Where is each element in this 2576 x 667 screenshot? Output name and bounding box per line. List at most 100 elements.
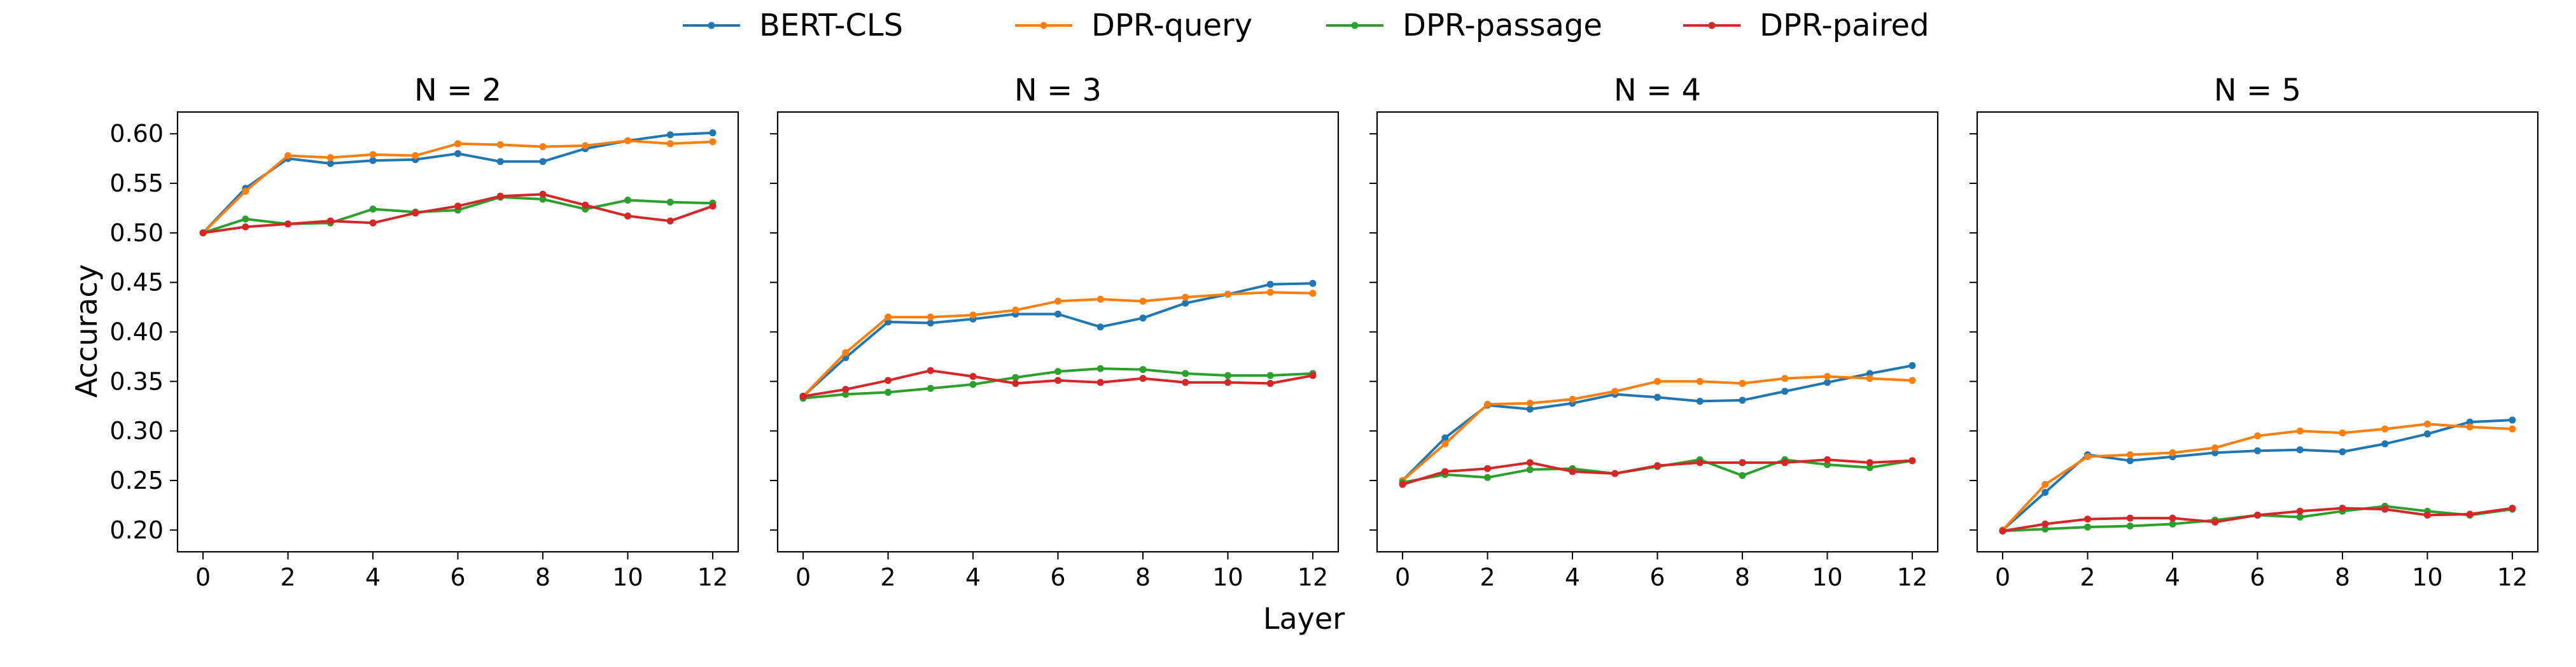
- data-point: [242, 215, 249, 223]
- data-point: [1781, 375, 1789, 383]
- data-point: [326, 160, 334, 167]
- data-point: [2041, 525, 2049, 533]
- data-point: [2381, 425, 2389, 433]
- x-tick-label: 6: [1050, 563, 1065, 591]
- data-point: [369, 206, 377, 213]
- data-point: [2254, 447, 2261, 454]
- data-point: [2084, 516, 2092, 523]
- series-dpr-paired: [1999, 505, 2516, 535]
- data-point: [927, 313, 934, 321]
- data-point: [709, 129, 717, 137]
- x-tick-label: 8: [1135, 563, 1151, 591]
- data-point: [1654, 462, 1661, 470]
- data-point: [1054, 310, 1061, 318]
- data-point: [284, 220, 292, 228]
- data-point: [1569, 468, 1576, 475]
- panels: N = 2 0 2 4 6 8 10 12 0.20 0.25 0.30 0.35 0.40 0.45 0.…: [109, 73, 2539, 591]
- data-point: [2296, 427, 2304, 435]
- x-tick-label: 8: [1735, 563, 1750, 591]
- x-tick-label: 12: [1897, 563, 1928, 591]
- data-point: [1441, 440, 1449, 447]
- data-point: [1739, 459, 1746, 467]
- data-point: [1266, 288, 1274, 296]
- data-point: [326, 217, 334, 225]
- y-tick-label: 0.25: [109, 467, 164, 495]
- x-tick-label: 10: [2412, 563, 2442, 591]
- data-point: [582, 201, 589, 209]
- data-point: [2126, 451, 2134, 458]
- data-point: [1139, 297, 1147, 305]
- x-tick-label: 12: [2497, 563, 2528, 591]
- data-point: [1611, 470, 1619, 477]
- data-point: [2466, 510, 2474, 518]
- x-tick-label: 4: [2165, 563, 2180, 591]
- data-point: [666, 140, 674, 148]
- data-point: [1096, 365, 1104, 372]
- y-tick-label: 0.30: [109, 417, 164, 445]
- data-point: [1224, 290, 1231, 298]
- legend: BERT-CLS DPR-query DPR-passage DPR-paired: [683, 8, 1929, 43]
- data-point: [1309, 290, 1317, 297]
- x-tick-label: 2: [880, 563, 895, 591]
- data-point: [1096, 323, 1104, 331]
- data-point: [2254, 432, 2261, 440]
- data-point: [1866, 459, 1873, 467]
- x-tick-label: 10: [1812, 563, 1842, 591]
- data-point: [1823, 461, 1831, 468]
- data-point: [496, 141, 504, 148]
- y-axis-label: Accuracy: [69, 264, 104, 398]
- data-point: [2466, 418, 2474, 426]
- panel-2: N = 3 0 2 4 6 8 10 12: [770, 73, 1340, 591]
- x-tick-label: 2: [280, 563, 295, 591]
- data-point: [1266, 379, 1274, 387]
- data-point: [2423, 511, 2431, 519]
- data-point: [496, 192, 504, 200]
- data-point: [539, 195, 547, 203]
- data-point: [1182, 293, 1189, 301]
- axes-frame: [1976, 111, 2539, 553]
- data-point: [842, 391, 850, 398]
- series-dpr-paired: [1399, 456, 1916, 488]
- panel-1: N = 2 0 2 4 6 8 10 12 0.20 0.25 0.30 0.35 0.40 0.45 0.…: [109, 73, 739, 591]
- data-point: [799, 393, 807, 400]
- series-dpr-query: [1999, 420, 2516, 534]
- legend-marker: [1351, 22, 1359, 29]
- data-point: [2126, 523, 2134, 530]
- data-point: [1866, 464, 1873, 472]
- data-point: [369, 151, 377, 158]
- panel-3: N = 4 0 2 4 6 8 10 12: [1369, 73, 1939, 591]
- data-point: [1096, 379, 1104, 386]
- data-point: [454, 202, 461, 210]
- legend-marker: [1040, 22, 1047, 29]
- data-point: [1611, 388, 1619, 395]
- data-point: [1182, 370, 1189, 377]
- data-point: [1526, 400, 1534, 407]
- panel-title: N = 5: [2214, 73, 2301, 108]
- data-point: [2211, 449, 2219, 456]
- data-point: [1569, 395, 1576, 403]
- x-tick-label: 0: [195, 563, 211, 591]
- data-point: [1054, 368, 1061, 376]
- data-point: [2041, 481, 2049, 488]
- data-point: [2381, 440, 2389, 447]
- data-point: [2126, 457, 2134, 465]
- data-point: [539, 158, 547, 165]
- legend-marker: [708, 22, 715, 29]
- data-point: [1526, 405, 1534, 413]
- data-point: [1054, 377, 1061, 384]
- x-tick-label: 6: [1649, 563, 1665, 591]
- data-point: [369, 219, 377, 227]
- data-point: [709, 202, 717, 210]
- x-tick-label: 0: [1995, 563, 2010, 591]
- data-point: [1654, 377, 1661, 385]
- legend-item-dpr-paired: DPR-paired: [1683, 8, 1929, 43]
- data-point: [927, 319, 934, 326]
- data-point: [1484, 400, 1492, 408]
- data-point: [1309, 279, 1317, 287]
- series-dpr-query: [799, 288, 1317, 400]
- data-point: [1781, 459, 1789, 467]
- series-line: [202, 195, 713, 234]
- legend-label: DPR-query: [1091, 8, 1252, 43]
- data-point: [2339, 429, 2346, 437]
- data-point: [885, 388, 892, 396]
